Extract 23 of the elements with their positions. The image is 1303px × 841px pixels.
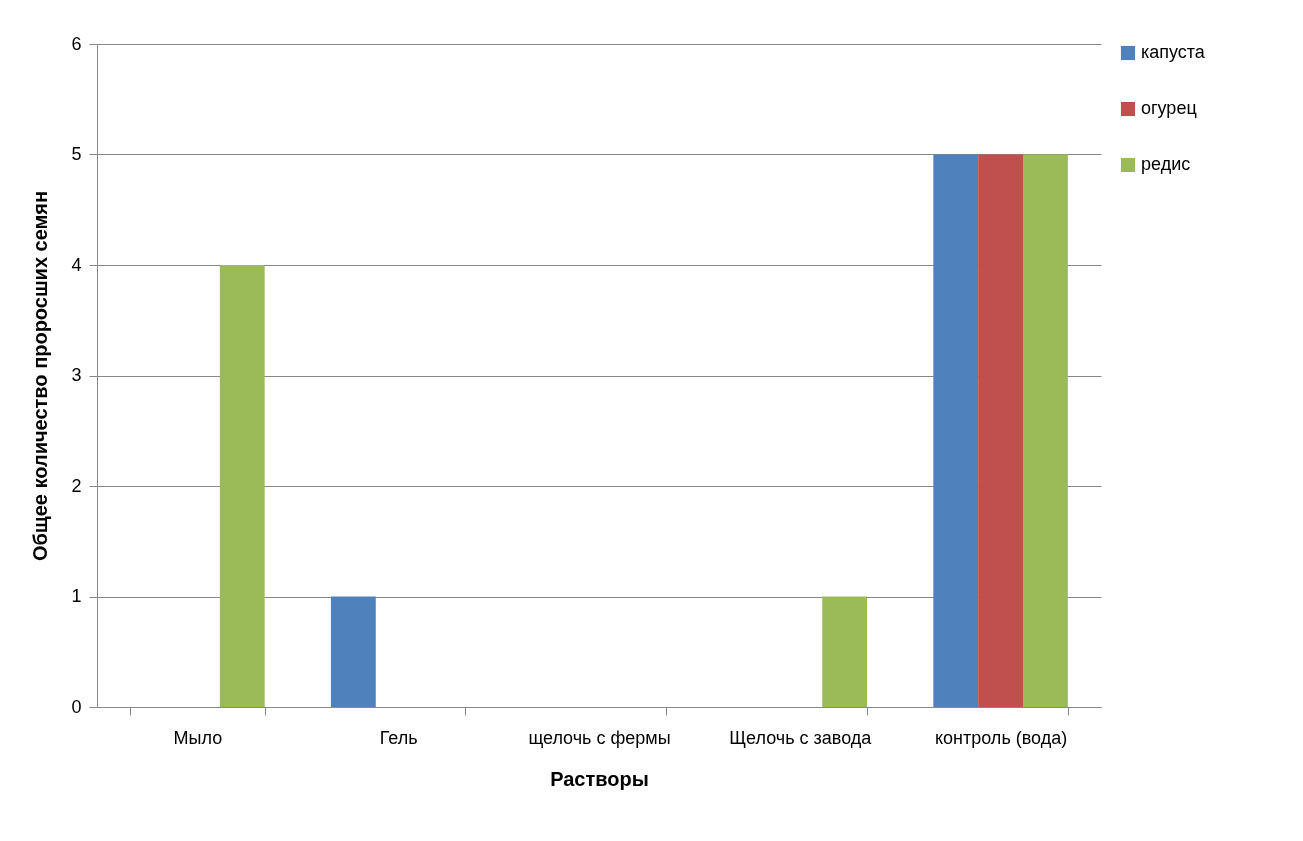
y-axis-title: Общее количество проросших семян (29, 190, 52, 562)
legend-label: огурец (1141, 98, 1197, 118)
bar (219, 265, 265, 707)
bar (330, 596, 376, 707)
x-tick-label: Гель (379, 727, 418, 748)
y-tick-label: 4 (71, 254, 82, 275)
legend-label: редис (1141, 154, 1191, 174)
x-tick-label: Мыло (173, 727, 223, 748)
legend-label: капуста (1141, 42, 1206, 62)
x-axis-title: Растворы (550, 767, 649, 790)
y-tick-label: 2 (71, 475, 82, 496)
bar (822, 596, 868, 707)
y-tick-label: 5 (71, 144, 82, 164)
bar (978, 154, 1024, 707)
bar (933, 154, 979, 707)
x-tick-label: Щелочь с завода (729, 727, 873, 748)
y-tick-label: 1 (71, 586, 82, 606)
y-tick-label: 0 (71, 696, 82, 717)
y-tick-label: 3 (71, 365, 82, 385)
x-tick-label: контроль (вода) (934, 727, 1068, 748)
bar (1023, 154, 1068, 707)
x-tick-label: щелочь с фермы (528, 727, 671, 748)
y-tick-label: 6 (71, 33, 82, 54)
